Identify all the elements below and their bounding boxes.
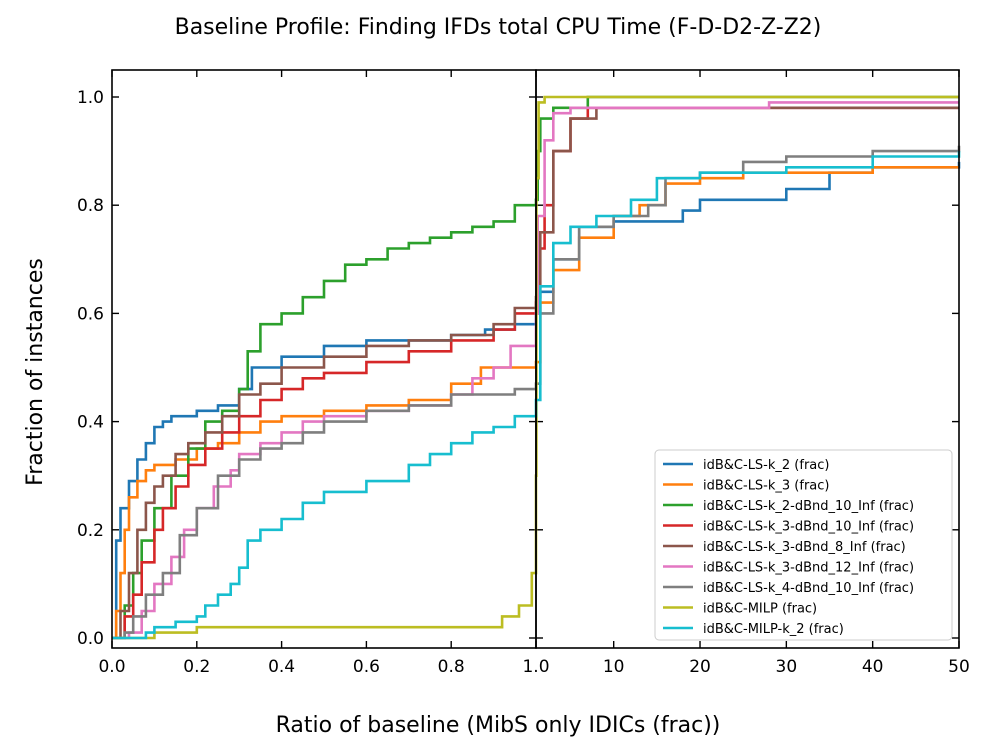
x-tick-label: 0.0: [98, 657, 125, 677]
legend-entry: idB&C-LS-k_4-dBnd_10_Inf (frac): [703, 581, 914, 596]
right-panel-frame: [535, 69, 960, 649]
series-line-8: [112, 95, 959, 640]
y-axis-ticks: 0.0 0.2 0.4 0.6 0.8 1.0: [77, 88, 959, 649]
legend-entry: idB&C-LS-k_3 (frac): [703, 479, 829, 494]
series-line-6: [112, 101, 959, 640]
y-tick-label: 0.4: [77, 413, 104, 433]
legend-entry: idB&C-MILP (frac): [703, 602, 817, 617]
x-tick-label: 1.0: [522, 657, 549, 677]
legend-entry: idB&C-LS-k_2-dBnd_10_Inf (frac): [703, 499, 914, 514]
y-tick-label: 0.2: [77, 521, 104, 541]
x-tick-label: 0.6: [353, 657, 380, 677]
legend-entry: idB&C-LS-k_3-dBnd_10_Inf (frac): [703, 520, 914, 535]
frame-layer: [111, 69, 960, 649]
series-line-9: [112, 151, 961, 640]
x-tick-label: 40: [862, 657, 884, 677]
legend-entry: idB&C-MILP-k_2 (frac): [703, 622, 844, 637]
x-tick-label: 30: [776, 657, 798, 677]
legend-entry: idB&C-LS-k_2 (frac): [703, 458, 829, 473]
legend-entry: idB&C-LS-k_3-dBnd_8_Inf (frac): [703, 540, 906, 555]
x-axis-label: Ratio of baseline (MibS only IDICs (frac…: [276, 713, 721, 738]
x-tick-label: 20: [689, 657, 711, 677]
x-tick-label: 0.4: [268, 657, 295, 677]
legend: idB&C-LS-k_2 (frac) idB&C-LS-k_3 (frac) id…: [654, 449, 953, 641]
y-axis-label: Fraction of instances: [23, 258, 48, 486]
y-tick-label: 0.6: [77, 304, 104, 324]
x-tick-label: 50: [948, 657, 970, 677]
x-axis-ticks: 0.0 0.2 0.4 0.6 0.8 1.0 10 20 30 40 50: [98, 70, 970, 677]
x-tick-label: 0.2: [183, 657, 210, 677]
legend-box: [654, 449, 953, 641]
y-tick-label: 1.0: [77, 88, 104, 108]
legend-entry: idB&C-LS-k_3-dBnd_12_Inf (frac): [703, 561, 914, 576]
series-line-2: [112, 166, 959, 640]
x-tick-label: 10: [603, 657, 625, 677]
y-tick-label: 0.0: [77, 629, 104, 649]
x-tick-label: 0.8: [438, 657, 465, 677]
y-tick-label: 0.8: [77, 196, 104, 216]
chart-title: Baseline Profile: Finding IFDs total CPU…: [175, 15, 822, 40]
